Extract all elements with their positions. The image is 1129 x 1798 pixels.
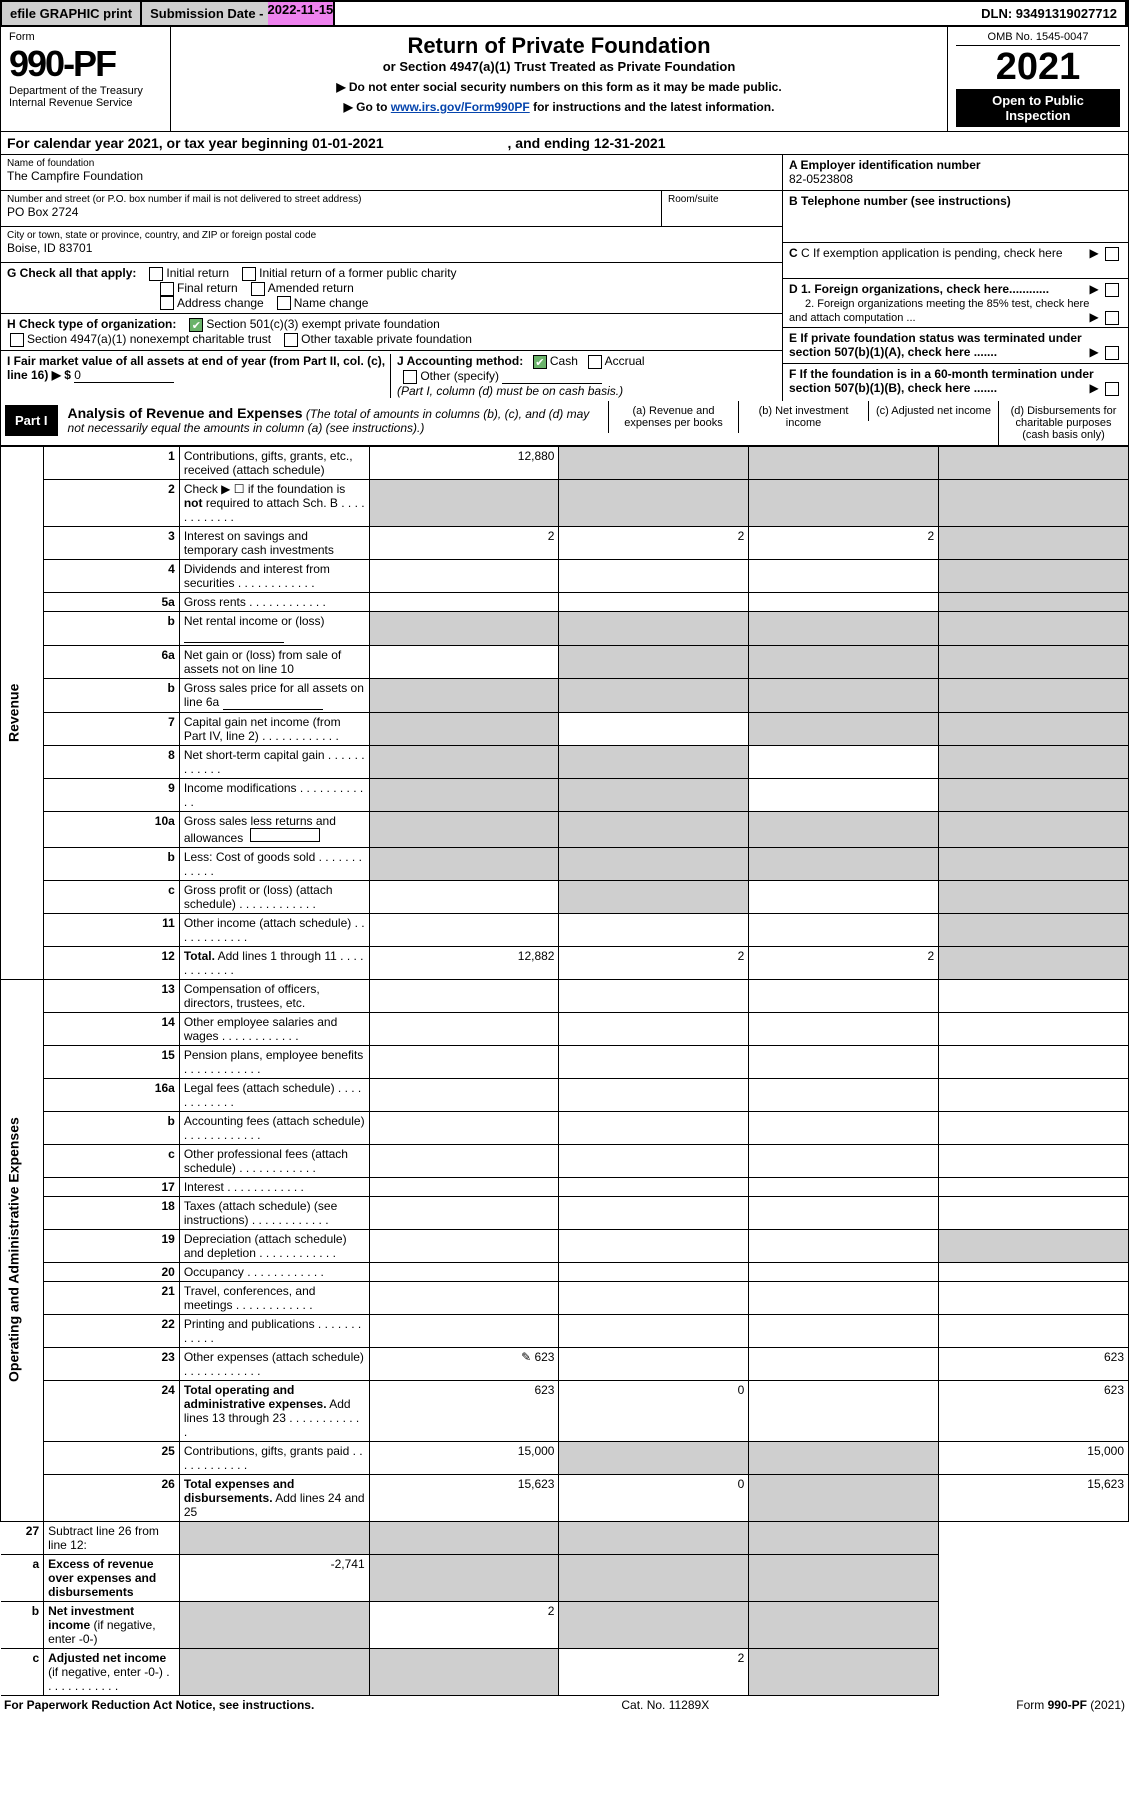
dept: Department of the Treasury [9, 85, 162, 97]
g-check: G Check all that apply: Initial return I… [1, 263, 782, 314]
table-row: 17Interest [1, 1177, 1129, 1196]
i-fmv: I Fair market value of all assets at end… [7, 354, 391, 398]
open-inspection: Open to Public Inspection [956, 89, 1120, 127]
table-row: 4Dividends and interest from securities [1, 559, 1129, 592]
table-row: 25Contributions, gifts, grants paid15,00… [1, 1441, 1129, 1474]
col-d: (d) Disbursements for charitable purpose… [998, 401, 1128, 445]
form-link[interactable]: www.irs.gov/Form990PF [391, 100, 530, 114]
table-row: bNet rental income or (loss) [1, 611, 1129, 645]
efile-label[interactable]: efile GRAPHIC print [2, 2, 142, 25]
table-row: 24Total operating and administrative exp… [1, 1380, 1129, 1441]
checkbox-checked[interactable]: ✔ [189, 318, 203, 332]
j-method: J Accounting method: ✔Cash Accrual Other… [391, 354, 776, 398]
table-row: 18Taxes (attach schedule) (see instructi… [1, 1196, 1129, 1229]
omb: OMB No. 1545-0047 [956, 31, 1120, 46]
form-header: Form 990-PF Department of the Treasury I… [0, 27, 1129, 132]
table-row: 5aGross rents [1, 592, 1129, 611]
col-b: (b) Net investment income [738, 401, 868, 433]
part1-table: Revenue1Contributions, gifts, grants, et… [0, 446, 1129, 1696]
subtitle: or Section 4947(a)(1) Trust Treated as P… [179, 59, 939, 74]
foundation-name: The Campfire Foundation [7, 169, 776, 183]
top-bar: efile GRAPHIC print Submission Date - 20… [0, 0, 1129, 27]
form-label: Form [9, 31, 162, 43]
table-row: 6aNet gain or (loss) from sale of assets… [1, 645, 1129, 678]
irs: Internal Revenue Service [9, 97, 162, 109]
table-row: bLess: Cost of goods sold [1, 847, 1129, 880]
table-row: 12Total. Add lines 1 through 1112,88222 [1, 946, 1129, 979]
form-number: 990-PF [9, 43, 162, 85]
table-row: 22Printing and publications [1, 1314, 1129, 1347]
inst1: ▶ Do not enter social security numbers o… [179, 80, 939, 94]
inst2: ▶ Go to www.irs.gov/Form990PF for instru… [179, 100, 939, 114]
table-row: cOther professional fees (attach schedul… [1, 1144, 1129, 1177]
side-label: Revenue [1, 446, 44, 979]
dln: DLN: 93491319027712 [335, 2, 1127, 25]
title: Return of Private Foundation [179, 33, 939, 59]
table-row: 23Other expenses (attach schedule)✎ 6236… [1, 1347, 1129, 1380]
city-zip: Boise, ID 83701 [7, 241, 776, 255]
table-row: 16aLegal fees (attach schedule) [1, 1078, 1129, 1111]
h-check: H Check type of organization: ✔Section 5… [1, 314, 782, 351]
footer: For Paperwork Reduction Act Notice, see … [0, 1696, 1129, 1714]
table-row: 7Capital gain net income (from Part IV, … [1, 712, 1129, 745]
table-row: 11Other income (attach schedule) [1, 913, 1129, 946]
tax-year: 2021 [956, 46, 1120, 89]
calendar-year: For calendar year 2021, or tax year begi… [0, 132, 1129, 155]
table-row: 20Occupancy [1, 1262, 1129, 1281]
table-row: 9Income modifications [1, 778, 1129, 811]
table-row: 10aGross sales less returns and allowanc… [1, 811, 1129, 847]
table-row: 2Check ▶ ☐ if the foundation is not requ… [1, 479, 1129, 526]
table-row: aExcess of revenue over expenses and dis… [1, 1554, 1129, 1601]
table-row: Revenue1Contributions, gifts, grants, et… [1, 446, 1129, 479]
table-row: 19Depreciation (attach schedule) and dep… [1, 1229, 1129, 1262]
table-row: 15Pension plans, employee benefits [1, 1045, 1129, 1078]
part1-header: Part I Analysis of Revenue and Expenses … [0, 401, 1129, 446]
ein: 82-0523808 [789, 172, 1122, 186]
table-row: Operating and Administrative Expenses13C… [1, 979, 1129, 1012]
attach-icon[interactable]: ✎ [521, 1350, 531, 1364]
table-row: 21Travel, conferences, and meetings [1, 1281, 1129, 1314]
table-row: cAdjusted net income (if negative, enter… [1, 1648, 1129, 1695]
table-row: 26Total expenses and disbursements. Add … [1, 1474, 1129, 1521]
table-row: cGross profit or (loss) (attach schedule… [1, 880, 1129, 913]
table-row: 3Interest on savings and temporary cash … [1, 526, 1129, 559]
side-label: Operating and Administrative Expenses [1, 979, 44, 1521]
table-row: bGross sales price for all assets on lin… [1, 678, 1129, 712]
table-row: 14Other employee salaries and wages [1, 1012, 1129, 1045]
table-row: bNet investment income (if negative, ent… [1, 1601, 1129, 1648]
table-row: 27Subtract line 26 from line 12: [1, 1521, 1129, 1554]
part-tag: Part I [5, 405, 58, 436]
submission-date: 2022-11-15 [268, 2, 334, 25]
col-c: (c) Adjusted net income [868, 401, 998, 421]
col-a: (a) Revenue and expenses per books [608, 401, 738, 433]
identity-block: Name of foundation The Campfire Foundati… [0, 155, 1129, 401]
checkbox[interactable] [149, 267, 163, 281]
submission-label: Submission Date - [142, 2, 267, 25]
table-row: 8Net short-term capital gain [1, 745, 1129, 778]
table-row: bAccounting fees (attach schedule) [1, 1111, 1129, 1144]
address: PO Box 2724 [7, 205, 655, 219]
